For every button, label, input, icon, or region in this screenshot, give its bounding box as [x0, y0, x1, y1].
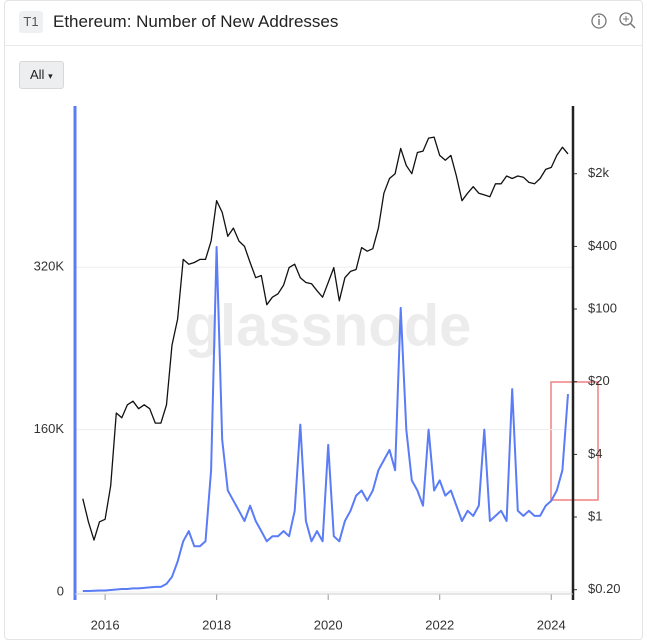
info-icon[interactable] — [591, 13, 607, 29]
y2-tick-label: $0.20 — [588, 581, 621, 596]
series-line — [82, 246, 569, 592]
y2-tick-label: $2k — [588, 165, 609, 180]
y-tick-label: 320K — [34, 259, 65, 274]
badge: T1 — [19, 11, 43, 33]
y2-tick-label: $1 — [588, 508, 602, 523]
y2-tick-label: $400 — [588, 238, 617, 253]
x-tick-label: 2018 — [202, 617, 231, 632]
x-tick-label: 2020 — [314, 617, 343, 632]
y2-tick-label: $20 — [588, 373, 610, 388]
y-tick-label: 160K — [34, 421, 65, 436]
filter-label[interactable]: All — [30, 67, 45, 82]
y2-tick-label: $4 — [588, 446, 602, 461]
chart-card: T1 Ethereum: Number of New Addresses All… — [4, 0, 643, 640]
filter-dropdown[interactable]: All ▾ — [19, 61, 64, 89]
series-line — [82, 136, 569, 541]
header: T1 Ethereum: Number of New Addresses — [5, 1, 642, 46]
y-tick-label: 0 — [57, 583, 64, 598]
watermark: glassnode — [185, 293, 472, 358]
y2-tick-label: $100 — [588, 300, 617, 315]
x-tick-label: 2016 — [91, 617, 120, 632]
x-tick-label: 2022 — [425, 617, 454, 632]
x-tick-label: 2024 — [537, 617, 566, 632]
zoom-icon[interactable] — [619, 12, 636, 29]
title: Ethereum: Number of New Addresses — [53, 12, 339, 31]
